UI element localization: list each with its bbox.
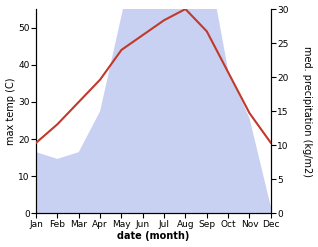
X-axis label: date (month): date (month)	[117, 231, 190, 242]
Y-axis label: max temp (C): max temp (C)	[5, 78, 16, 145]
Y-axis label: med. precipitation (kg/m2): med. precipitation (kg/m2)	[302, 46, 313, 177]
